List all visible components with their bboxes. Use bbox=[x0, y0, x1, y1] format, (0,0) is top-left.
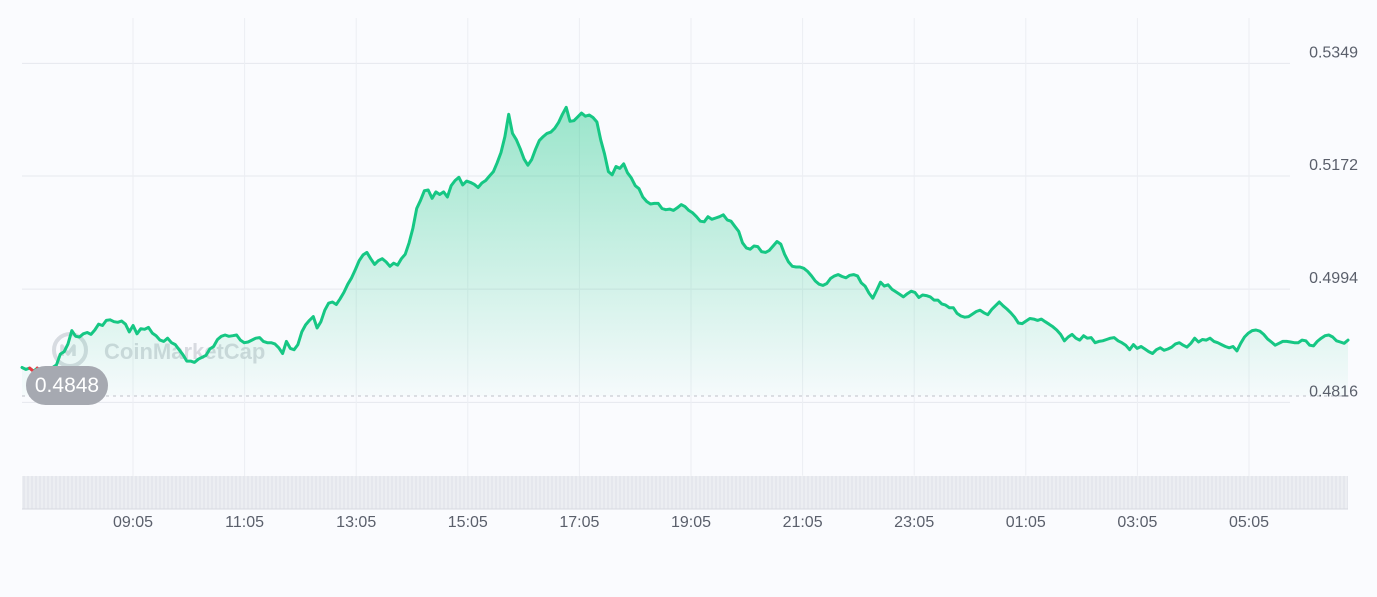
x-axis: 09:05 11:05 13:05 15:05 17:05 19:05 21:05 23:05… bbox=[113, 514, 1269, 531]
x-tick-label: 19:05 bbox=[671, 514, 711, 531]
x-tick-label: 23:05 bbox=[894, 514, 934, 531]
current-price-value: 0.4848 bbox=[35, 374, 99, 397]
current-price-badge: 0.4848 bbox=[26, 366, 108, 405]
x-tick-label: 21:05 bbox=[783, 514, 823, 531]
x-tick-label: 05:05 bbox=[1229, 514, 1269, 531]
y-tick-label: 0.5172 bbox=[1309, 157, 1358, 174]
grid-layer bbox=[22, 18, 1290, 509]
price-area bbox=[22, 107, 1348, 397]
x-tick-label: 03:05 bbox=[1117, 514, 1157, 531]
y-tick-label: 0.5349 bbox=[1309, 44, 1358, 61]
x-tick-label: 09:05 bbox=[113, 514, 153, 531]
x-tick-label: 13:05 bbox=[336, 514, 376, 531]
price-line-series[interactable] bbox=[20, 105, 1350, 376]
x-tick-label: 01:05 bbox=[1006, 514, 1046, 531]
volume-band bbox=[22, 476, 1348, 509]
x-tick-label: 11:05 bbox=[225, 514, 264, 531]
y-tick-label: 0.4994 bbox=[1309, 270, 1358, 287]
x-tick-label: 17:05 bbox=[559, 514, 599, 531]
y-axis: 0.5349 0.5172 0.4994 0.4816 bbox=[1309, 44, 1358, 400]
y-tick-label: 0.4816 bbox=[1309, 383, 1358, 400]
x-tick-label: 15:05 bbox=[448, 514, 488, 531]
volume-bars bbox=[21, 475, 1348, 510]
